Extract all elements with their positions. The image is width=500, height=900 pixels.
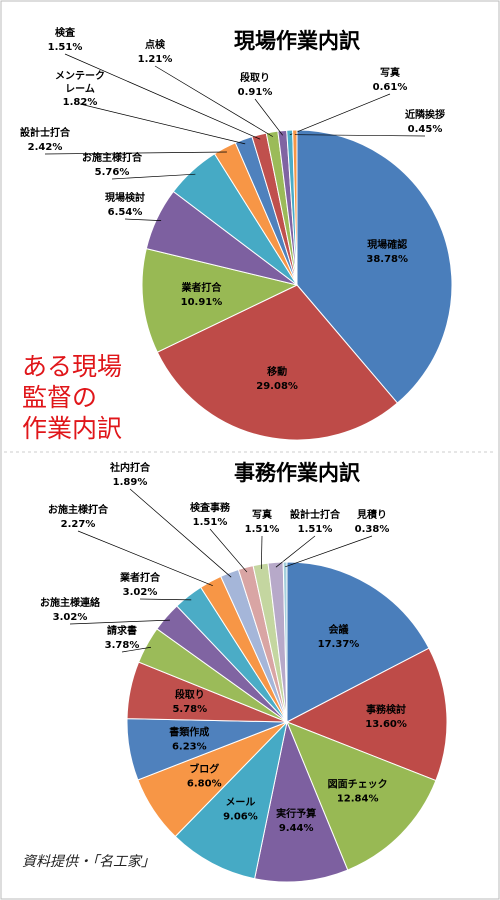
- value-label: 1.82%: [63, 97, 98, 108]
- category-label: 段取り: [240, 71, 270, 84]
- value-label: 6.54%: [108, 207, 143, 218]
- category-label: 設計士打合: [290, 508, 341, 521]
- category-label: 社内打合: [109, 461, 151, 474]
- category-label: 請求書: [107, 624, 137, 637]
- pie-slice: [254, 720, 349, 883]
- leader-line: [275, 535, 316, 568]
- value-label: 2.42%: [28, 142, 63, 153]
- pie-slice: [292, 129, 298, 286]
- chart-title: 現場作業内訳: [234, 29, 361, 53]
- annotation-line: ある現場: [22, 352, 122, 381]
- value-label: 29.08%: [256, 381, 298, 392]
- category-label: 近隣挨拶: [405, 108, 445, 121]
- pie-slice: [141, 248, 299, 353]
- category-label: 実行予算: [276, 807, 316, 820]
- value-label: 5.76%: [95, 167, 130, 178]
- pie-slice: [286, 721, 437, 871]
- leader-line: [285, 535, 373, 568]
- category-label: ブログ: [189, 763, 219, 776]
- value-label: 3.02%: [53, 612, 88, 623]
- leader-line: [294, 134, 426, 137]
- category-label: 会議: [328, 623, 348, 636]
- category-label: 見積り: [356, 508, 387, 521]
- leader-line: [44, 151, 227, 155]
- pie-slice: [286, 561, 430, 723]
- value-label: 9.44%: [279, 823, 314, 834]
- value-label: 1.51%: [298, 524, 333, 535]
- leader-line: [79, 103, 246, 145]
- category-label: 事務検討: [366, 703, 406, 716]
- value-label: 0.91%: [238, 87, 273, 98]
- category-label: 点検: [145, 38, 166, 51]
- leader-line: [139, 598, 192, 601]
- pie-slice: [296, 129, 453, 404]
- category-label: メンテークレーム: [55, 70, 105, 95]
- category-label: メール: [225, 797, 255, 809]
- chart-title: 事務作業内訳: [234, 461, 361, 485]
- category-label: 現場検討: [105, 191, 145, 204]
- value-label: 12.84%: [337, 794, 379, 805]
- value-label: 17.37%: [318, 639, 360, 650]
- annotation: ある現場 監督の 作業内訳: [22, 352, 122, 443]
- category-label: 書類作成: [169, 725, 209, 738]
- category-label: 検査事務: [190, 501, 231, 514]
- value-label: 0.45%: [408, 124, 443, 135]
- value-label: 1.21%: [138, 54, 173, 65]
- value-label: 3.78%: [105, 640, 140, 651]
- value-label: 1.51%: [48, 42, 83, 53]
- value-label: 10.91%: [181, 297, 223, 308]
- category-label: 検査: [55, 26, 76, 39]
- value-label: 3.02%: [123, 587, 158, 598]
- label-line: メンテーク: [55, 70, 105, 82]
- leader-line: [260, 535, 263, 569]
- annotation-line: 監督の: [22, 383, 97, 412]
- leader-line: [254, 98, 283, 136]
- category-label: お施主様連絡: [40, 596, 101, 609]
- leader-line: [209, 528, 248, 573]
- leader-line: [64, 53, 261, 140]
- category-label: 業者打合: [180, 281, 222, 294]
- leader-line: [129, 488, 232, 578]
- category-label: お施主様打合: [82, 151, 143, 164]
- annotation-line: 作業内訳: [22, 414, 122, 443]
- category-label: 業者打合: [119, 571, 161, 584]
- value-label: 13.60%: [365, 719, 407, 730]
- pie-slice: [174, 720, 288, 880]
- value-label: 1.51%: [245, 524, 280, 535]
- pie-slice: [285, 647, 448, 782]
- leader-line: [69, 619, 170, 625]
- leader-line: [289, 93, 391, 136]
- source: 資料提供・「名工家」: [22, 854, 155, 870]
- category-label: 移動: [267, 365, 287, 378]
- leader-line: [121, 646, 152, 653]
- value-label: 9.06%: [223, 812, 258, 823]
- value-label: 6.23%: [172, 741, 207, 752]
- category-label: 写真: [252, 508, 272, 521]
- category-label: 現場確認: [367, 238, 407, 251]
- category-label: 図面チェック: [328, 779, 388, 791]
- label-line: レーム: [65, 83, 95, 95]
- value-label: 6.80%: [187, 779, 222, 790]
- leader-line: [111, 173, 196, 180]
- value-label: 38.78%: [366, 254, 408, 265]
- pie-slice: [282, 561, 288, 723]
- value-label: 2.27%: [61, 519, 96, 530]
- category-label: 写真: [380, 66, 400, 79]
- category-label: 設計士打合: [20, 126, 71, 139]
- value-label: 0.38%: [355, 524, 390, 535]
- value-label: 1.51%: [193, 517, 228, 528]
- leader-line: [154, 65, 273, 137]
- value-label: 5.78%: [172, 704, 207, 715]
- value-label: 0.61%: [373, 82, 408, 93]
- category-label: 段取り: [175, 688, 205, 701]
- value-label: 1.89%: [113, 477, 148, 488]
- category-label: お施主様打合: [48, 503, 109, 516]
- leader-line: [77, 530, 213, 587]
- leader-line: [124, 218, 162, 221]
